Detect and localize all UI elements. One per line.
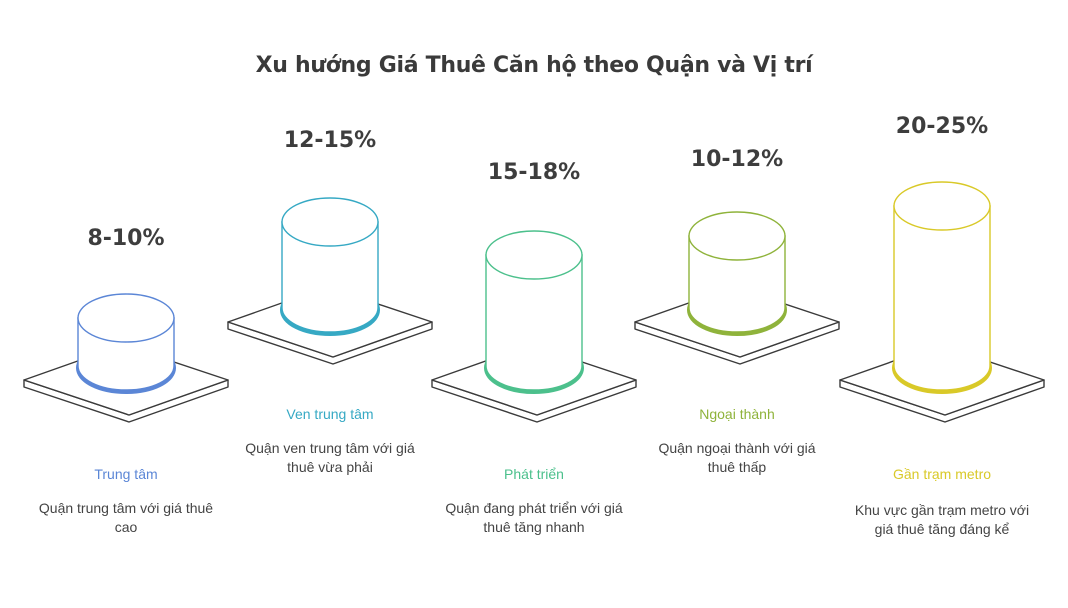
cylinder-top-phat-trien xyxy=(485,230,583,280)
diagram-title: Xu hướng Giá Thuê Căn hộ theo Quận và Vị… xyxy=(255,53,813,78)
cylinder-top-trung-tam xyxy=(77,293,175,343)
cylinder-body-ven-trung-tam xyxy=(281,221,379,333)
cylinder-body-phat-trien xyxy=(485,254,583,391)
category-description-ven-trung-tam: Quận ven trung tâm với giá thuê vừa phải xyxy=(245,440,415,475)
category-label-ngoai-thanh: Ngoại thành xyxy=(699,406,775,422)
percent-label-phat-trien: 15-18% xyxy=(487,160,581,185)
cylinder-top-gan-tram-metro xyxy=(893,181,991,231)
category-description-phat-trien: Quận đang phát triển với giá thuê tăng n… xyxy=(445,500,623,535)
category-description-ngoai-thanh: Quận ngoại thành với giá thuê thấp xyxy=(658,440,816,475)
cylinder-body-gan-tram-metro xyxy=(893,205,991,391)
category-description-trung-tam: Quận trung tâm với giá thuê cao xyxy=(38,500,214,535)
cylinder-body-ngoai-thanh xyxy=(688,235,786,333)
percent-label-ngoai-thanh: 10-12% xyxy=(690,147,784,172)
category-label-phat-trien: Phát triển xyxy=(504,466,564,482)
percent-label-trung-tam: 8-10% xyxy=(87,226,165,251)
category-label-gan-tram-metro: Gần trạm metro xyxy=(892,466,992,482)
category-label-trung-tam: Trung tâm xyxy=(94,466,158,482)
cylinder-top-ngoai-thanh xyxy=(688,211,786,261)
percent-label-ven-trung-tam: 12-15% xyxy=(283,128,377,153)
percent-label-gan-tram-metro: 20-25% xyxy=(895,114,989,139)
cylinder-top-ven-trung-tam xyxy=(281,197,379,247)
category-label-ven-trung-tam: Ven trung tâm xyxy=(286,406,374,422)
category-description-gan-tram-metro: Khu vực gần trạm metro với giá thuê tăng… xyxy=(854,502,1030,537)
